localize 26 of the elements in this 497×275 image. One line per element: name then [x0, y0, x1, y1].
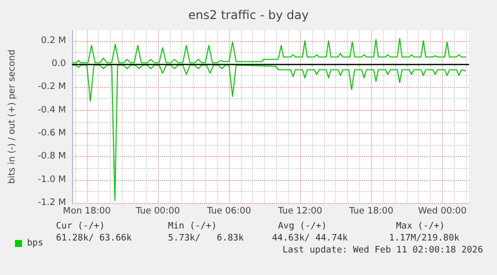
x-tick-label: Tue 00:00: [134, 206, 180, 216]
text: 44.63k/ 44.74k: [272, 234, 348, 244]
text: 61.28k/ 63.66k: [56, 234, 132, 244]
x-tick-label: Wed 00:00: [418, 206, 467, 216]
text: Avg (-/+): [278, 222, 327, 232]
text: Max (-/+): [396, 222, 445, 232]
x-tick-label: Tue 18:00: [348, 206, 394, 216]
legend-label: bps: [27, 238, 44, 248]
y-axis-title: bits in (-) / out (+) per second: [8, 50, 18, 184]
text: 5.73k/ 6.83k: [168, 234, 244, 244]
chart-title: ens2 traffic - by day: [188, 8, 309, 22]
y-tick-label: -0.8 M: [38, 152, 66, 162]
x-tick-label: Tue 12:00: [277, 206, 322, 216]
y-tick-label: -0.6 M: [38, 128, 66, 138]
y-tick-label: -1.0 M: [38, 174, 66, 185]
text: Cur (-/+): [56, 222, 105, 232]
x-tick-label: Tue 06:00: [206, 206, 252, 216]
y-tick-label: 0.0: [52, 58, 66, 69]
y-tick-label: -0.2 M: [38, 82, 66, 92]
text: 1.17M/219.80k: [388, 234, 460, 244]
text: Last update: Wed Feb 11 02:00:18 2026: [282, 246, 483, 256]
y-tick-label: 0.2 M: [41, 36, 66, 46]
text: Min (-/+): [168, 222, 217, 232]
y-tick-label: -0.4 M: [38, 105, 66, 116]
y-tick-label: -1.2 M: [38, 198, 66, 208]
x-tick-label: Mon 18:00: [62, 206, 111, 216]
